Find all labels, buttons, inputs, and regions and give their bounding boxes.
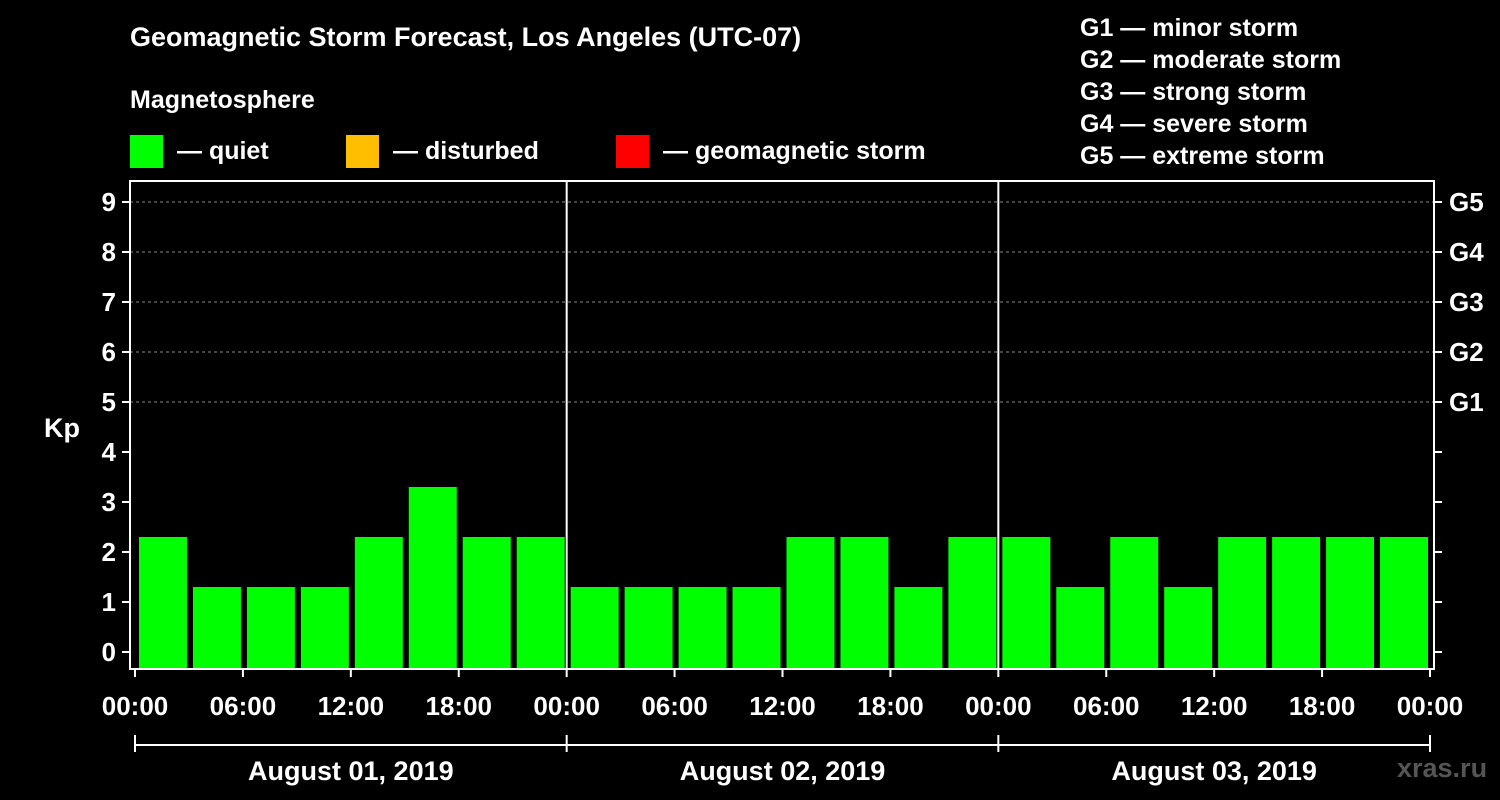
legend-swatch-quiet (130, 134, 163, 168)
x-tick-label-7: 18:00 (857, 691, 924, 721)
right-tick-label-g4: G4 (1449, 237, 1484, 267)
kp-bar-7 (516, 537, 565, 668)
chart-subtitle: Magnetosphere (130, 86, 315, 114)
kp-bar-2 (246, 587, 295, 668)
kp-bar-18 (1110, 537, 1159, 668)
right-tick-label-g2: G2 (1449, 337, 1484, 367)
kp-bar-17 (1056, 587, 1105, 668)
day-label-0: August 01, 2019 (248, 756, 454, 786)
grid-layer (130, 201, 1434, 403)
day-label-1: August 02, 2019 (680, 756, 886, 786)
y-tick-label-3: 3 (102, 487, 116, 517)
kp-bar-3 (300, 587, 349, 668)
kp-bar-14 (894, 587, 943, 668)
x-tick-label-9: 06:00 (1073, 691, 1140, 721)
storm-scale-g2: G2 — moderate storm (1080, 46, 1342, 74)
right-tick-label-g3: G3 (1449, 287, 1484, 317)
watermark: xras.ru (1397, 753, 1488, 783)
kp-bar-16 (1002, 537, 1051, 668)
x-tick-label-5: 06:00 (641, 691, 708, 721)
x-tick-label-1: 06:00 (210, 691, 277, 721)
storm-scale-g3: G3 — strong storm (1080, 78, 1307, 106)
legend-label-disturbed: — disturbed (393, 136, 539, 165)
x-tick-label-11: 18:00 (1289, 691, 1356, 721)
legend-item-disturbed: — disturbed (346, 134, 539, 168)
x-tick-label-3: 18:00 (426, 691, 493, 721)
kp-bar-20 (1218, 537, 1267, 668)
y-tick-label-0: 0 (102, 637, 116, 667)
kp-bar-9 (624, 587, 673, 668)
kp-bar-0 (139, 537, 187, 668)
legend-item-storm: — geomagnetic storm (616, 134, 926, 168)
x-tick-label-4: 00:00 (533, 691, 600, 721)
chart-title: Geomagnetic Storm Forecast, Los Angeles … (130, 22, 802, 52)
x-tick-label-10: 12:00 (1181, 691, 1248, 721)
y-tick-label-6: 6 (102, 337, 116, 367)
y-tick-label-1: 1 (102, 587, 116, 617)
bars-layer (139, 487, 1428, 668)
kp-bar-15 (948, 537, 997, 668)
storm-scale-legend: G1 — minor storm G2 — moderate storm G3 … (1080, 12, 1341, 172)
x-tick-label-2: 12:00 (318, 691, 385, 721)
storm-scale-g5: G5 — extreme storm (1080, 142, 1325, 170)
y-axis-label: Kp (44, 413, 80, 443)
x-tick-label-0: 00:00 (102, 691, 169, 721)
right-tick-label-g5: G5 (1449, 187, 1484, 217)
legend-item-quiet: — quiet (130, 134, 269, 168)
storm-scale-g4: G4 — severe storm (1080, 110, 1308, 138)
legend-swatch-disturbed (346, 134, 379, 168)
kp-bar-10 (678, 587, 727, 668)
x-tick-label-12: 00:00 (1397, 691, 1464, 721)
kp-bar-12 (786, 537, 835, 668)
kp-bar-1 (192, 587, 241, 668)
kp-bar-6 (462, 537, 511, 668)
y-tick-label-9: 9 (102, 187, 116, 217)
legend-label-storm: — geomagnetic storm (663, 136, 926, 165)
storm-scale-g1: G1 — minor storm (1080, 14, 1299, 42)
kp-bar-4 (354, 537, 403, 668)
y-tick-label-7: 7 (102, 287, 116, 317)
kp-bar-5 (408, 487, 457, 668)
y-tick-label-8: 8 (102, 237, 116, 267)
kp-bar-23 (1380, 537, 1428, 668)
day-label-2: August 03, 2019 (1111, 756, 1317, 786)
y-tick-label-2: 2 (102, 537, 116, 567)
kp-bar-8 (570, 587, 619, 668)
axes-layer: 0 1 2 3 4 5 6 7 8 9 G1 G2 G3 G4 G5 00:00 06:00 12:00 18:00… (102, 180, 1484, 786)
y-tick-label-5: 5 (102, 387, 116, 417)
x-tick-label-8: 00:00 (965, 691, 1032, 721)
x-tick-label-6: 12:00 (749, 691, 816, 721)
legend-label-quiet: — quiet (177, 136, 269, 165)
kp-bar-19 (1164, 587, 1213, 668)
kp-bar-21 (1272, 537, 1321, 668)
y-tick-label-4: 4 (102, 437, 117, 467)
right-tick-label-g1: G1 (1449, 387, 1484, 417)
kp-bar-11 (732, 587, 781, 668)
legend-swatch-storm (616, 134, 649, 168)
kp-bar-13 (840, 537, 889, 668)
kp-bar-22 (1326, 537, 1375, 668)
